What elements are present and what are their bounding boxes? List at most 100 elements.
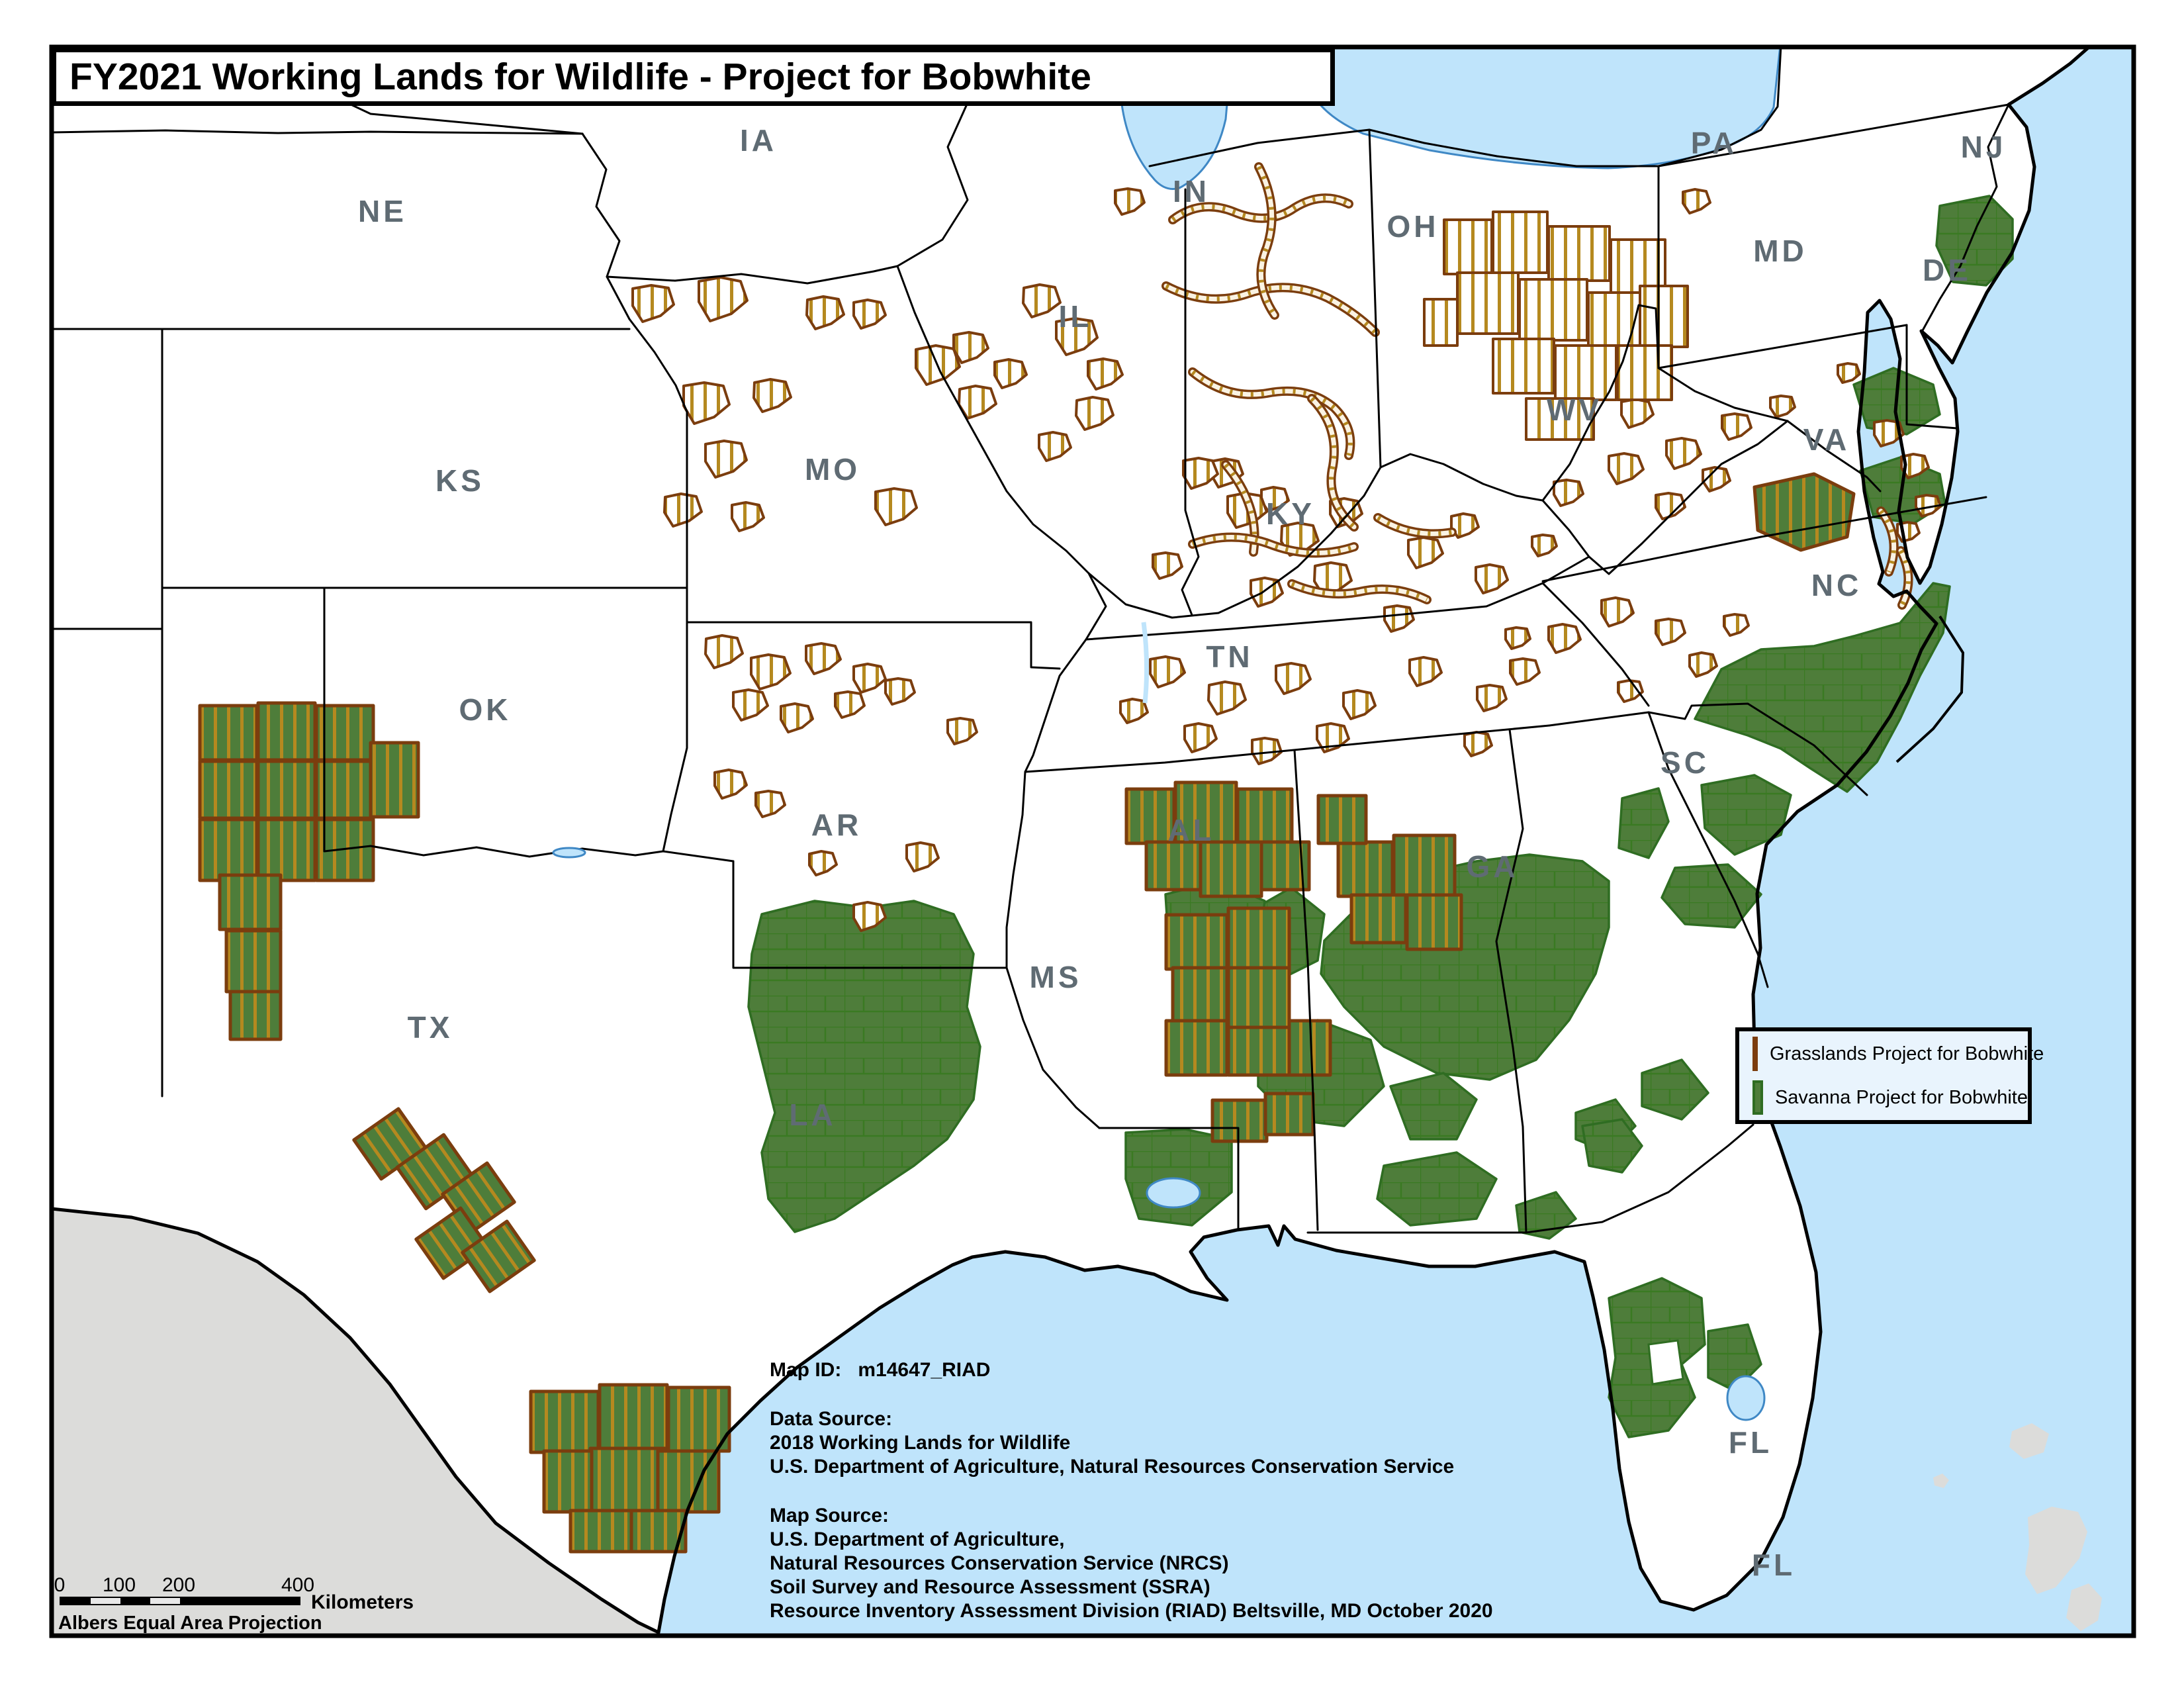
grasslands-area [1443,218,1493,275]
combined-project-area [1164,913,1229,971]
spacer [770,1479,1597,1504]
map-id-label: Map ID: [770,1359,842,1381]
grasslands-area [905,841,940,872]
combined-project-area [198,818,259,882]
combined-project-area-va [1752,472,1856,552]
combined-project-area [666,1385,731,1453]
combined-project-area [1124,787,1176,845]
grasslands-area [1688,651,1718,678]
grasslands-area [750,653,792,690]
grasslands-area [874,487,918,526]
combined-project-area [461,1219,536,1293]
grasslands-area [682,381,731,425]
state-label-sc: SC [1661,745,1709,780]
combined-project-area [588,1446,660,1514]
combined-project-area [1144,840,1203,892]
data-source-line: U.S. Department of Agriculture, Natural … [770,1456,1455,1477]
grasslands-area [834,690,866,719]
projection-note: Albers Equal Area Projection [58,1613,322,1634]
grasslands-area [1383,604,1415,633]
combined-project-area [1171,966,1229,1024]
state-label-ne: NE [358,194,407,228]
grasslands-area [1183,722,1218,753]
grasslands-area [1475,563,1509,594]
map-source-line: U.S. Department of Agriculture, [770,1528,1065,1550]
combined-project-area [1226,966,1291,1031]
grasslands-area [713,769,748,800]
grasslands-area [1407,536,1444,569]
lake-texoma [552,847,586,859]
grasslands-area [1547,623,1582,654]
combined-project-area [198,704,259,762]
riparian-corridor [1165,283,1377,334]
combined-project-area [1405,893,1463,951]
grasslands-river-corridors [1161,162,1913,610]
combined-project-area [198,759,259,820]
combined-project-area [256,818,317,882]
grasslands-swatch-icon [1752,1037,1758,1071]
legend-label-grasslands: Grasslands Project for Bobwhite [1770,1043,2044,1064]
grasslands-area [1900,453,1930,479]
grasslands-area [1682,188,1711,214]
combined-project-area [218,873,283,931]
combined-project-area [1316,794,1368,845]
grasslands-area [1617,679,1644,703]
combined-project-area [1349,893,1408,945]
state-label-in: IN [1173,174,1210,209]
grasslands-area [1450,512,1480,539]
combined-project-area [224,929,283,994]
legend: Grasslands Project for Bobwhite Savanna … [1735,1027,2044,1124]
riparian-corridor [1879,509,1897,573]
state-label-ky: KY [1266,496,1315,531]
riparian-corridor [1190,369,1353,458]
combined-project-area [1226,906,1291,971]
grasslands-area [704,440,748,479]
map-id-value: m14647_RIAD [858,1359,991,1381]
grasslands-area [1423,298,1459,347]
state-label-la: LA [789,1098,836,1132]
grasslands-area [1655,492,1686,520]
riparian-corridor [1291,581,1428,602]
combined-project-area [314,704,375,762]
scale-tick-100: 100 [102,1574,136,1596]
legend-item-savanna: Savanna Project for Bobwhite [1752,1080,2028,1115]
map-info-block: Map ID: m14647_RIAD Data Source: 2018 Wo… [770,1358,1597,1623]
grasslands-area [631,284,675,323]
combined-project-areas [198,701,1463,1554]
grasslands-area [731,501,765,532]
outer-banks [1895,615,1965,763]
grasslands-area [1504,626,1531,650]
coastline [50,45,2093,1634]
grasslands-area [752,378,792,413]
grasslands-area [1655,618,1686,646]
state-label-ms: MS [1030,960,1082,994]
combined-project-area [1199,840,1263,898]
state-boundaries [50,45,2010,1234]
state-label-ga: GA [1467,849,1519,884]
bahamas-islands [1933,1423,2102,1631]
riparian-corridor [1256,164,1277,318]
grasslands-area [1055,317,1099,356]
lake-pontchartrain [1146,1177,1201,1209]
spacer [770,1382,1597,1407]
grasslands-area [1250,577,1284,608]
grasslands-project-areas [631,187,1942,932]
grasslands-area [1837,362,1861,384]
combined-project-area [228,990,283,1041]
grasslands-area [698,276,749,322]
scale-bar: 0 100 200 400 Kilometers Albers Equal Area … [52,1574,475,1634]
state-label-ok: OK [459,692,512,727]
combined-project-area [598,1383,669,1450]
grasslands-area [704,634,744,669]
state-label-de: DE [1923,253,1972,287]
state-label-mo: MO [805,452,860,487]
grasslands-area [1553,479,1584,507]
combined-project-area [256,701,317,762]
grasslands-area [805,295,845,330]
riparian-corridor [1170,195,1351,222]
grasslands-area [780,702,814,733]
state-label-tx: TX [408,1010,453,1045]
grasslands-area [1616,344,1673,401]
